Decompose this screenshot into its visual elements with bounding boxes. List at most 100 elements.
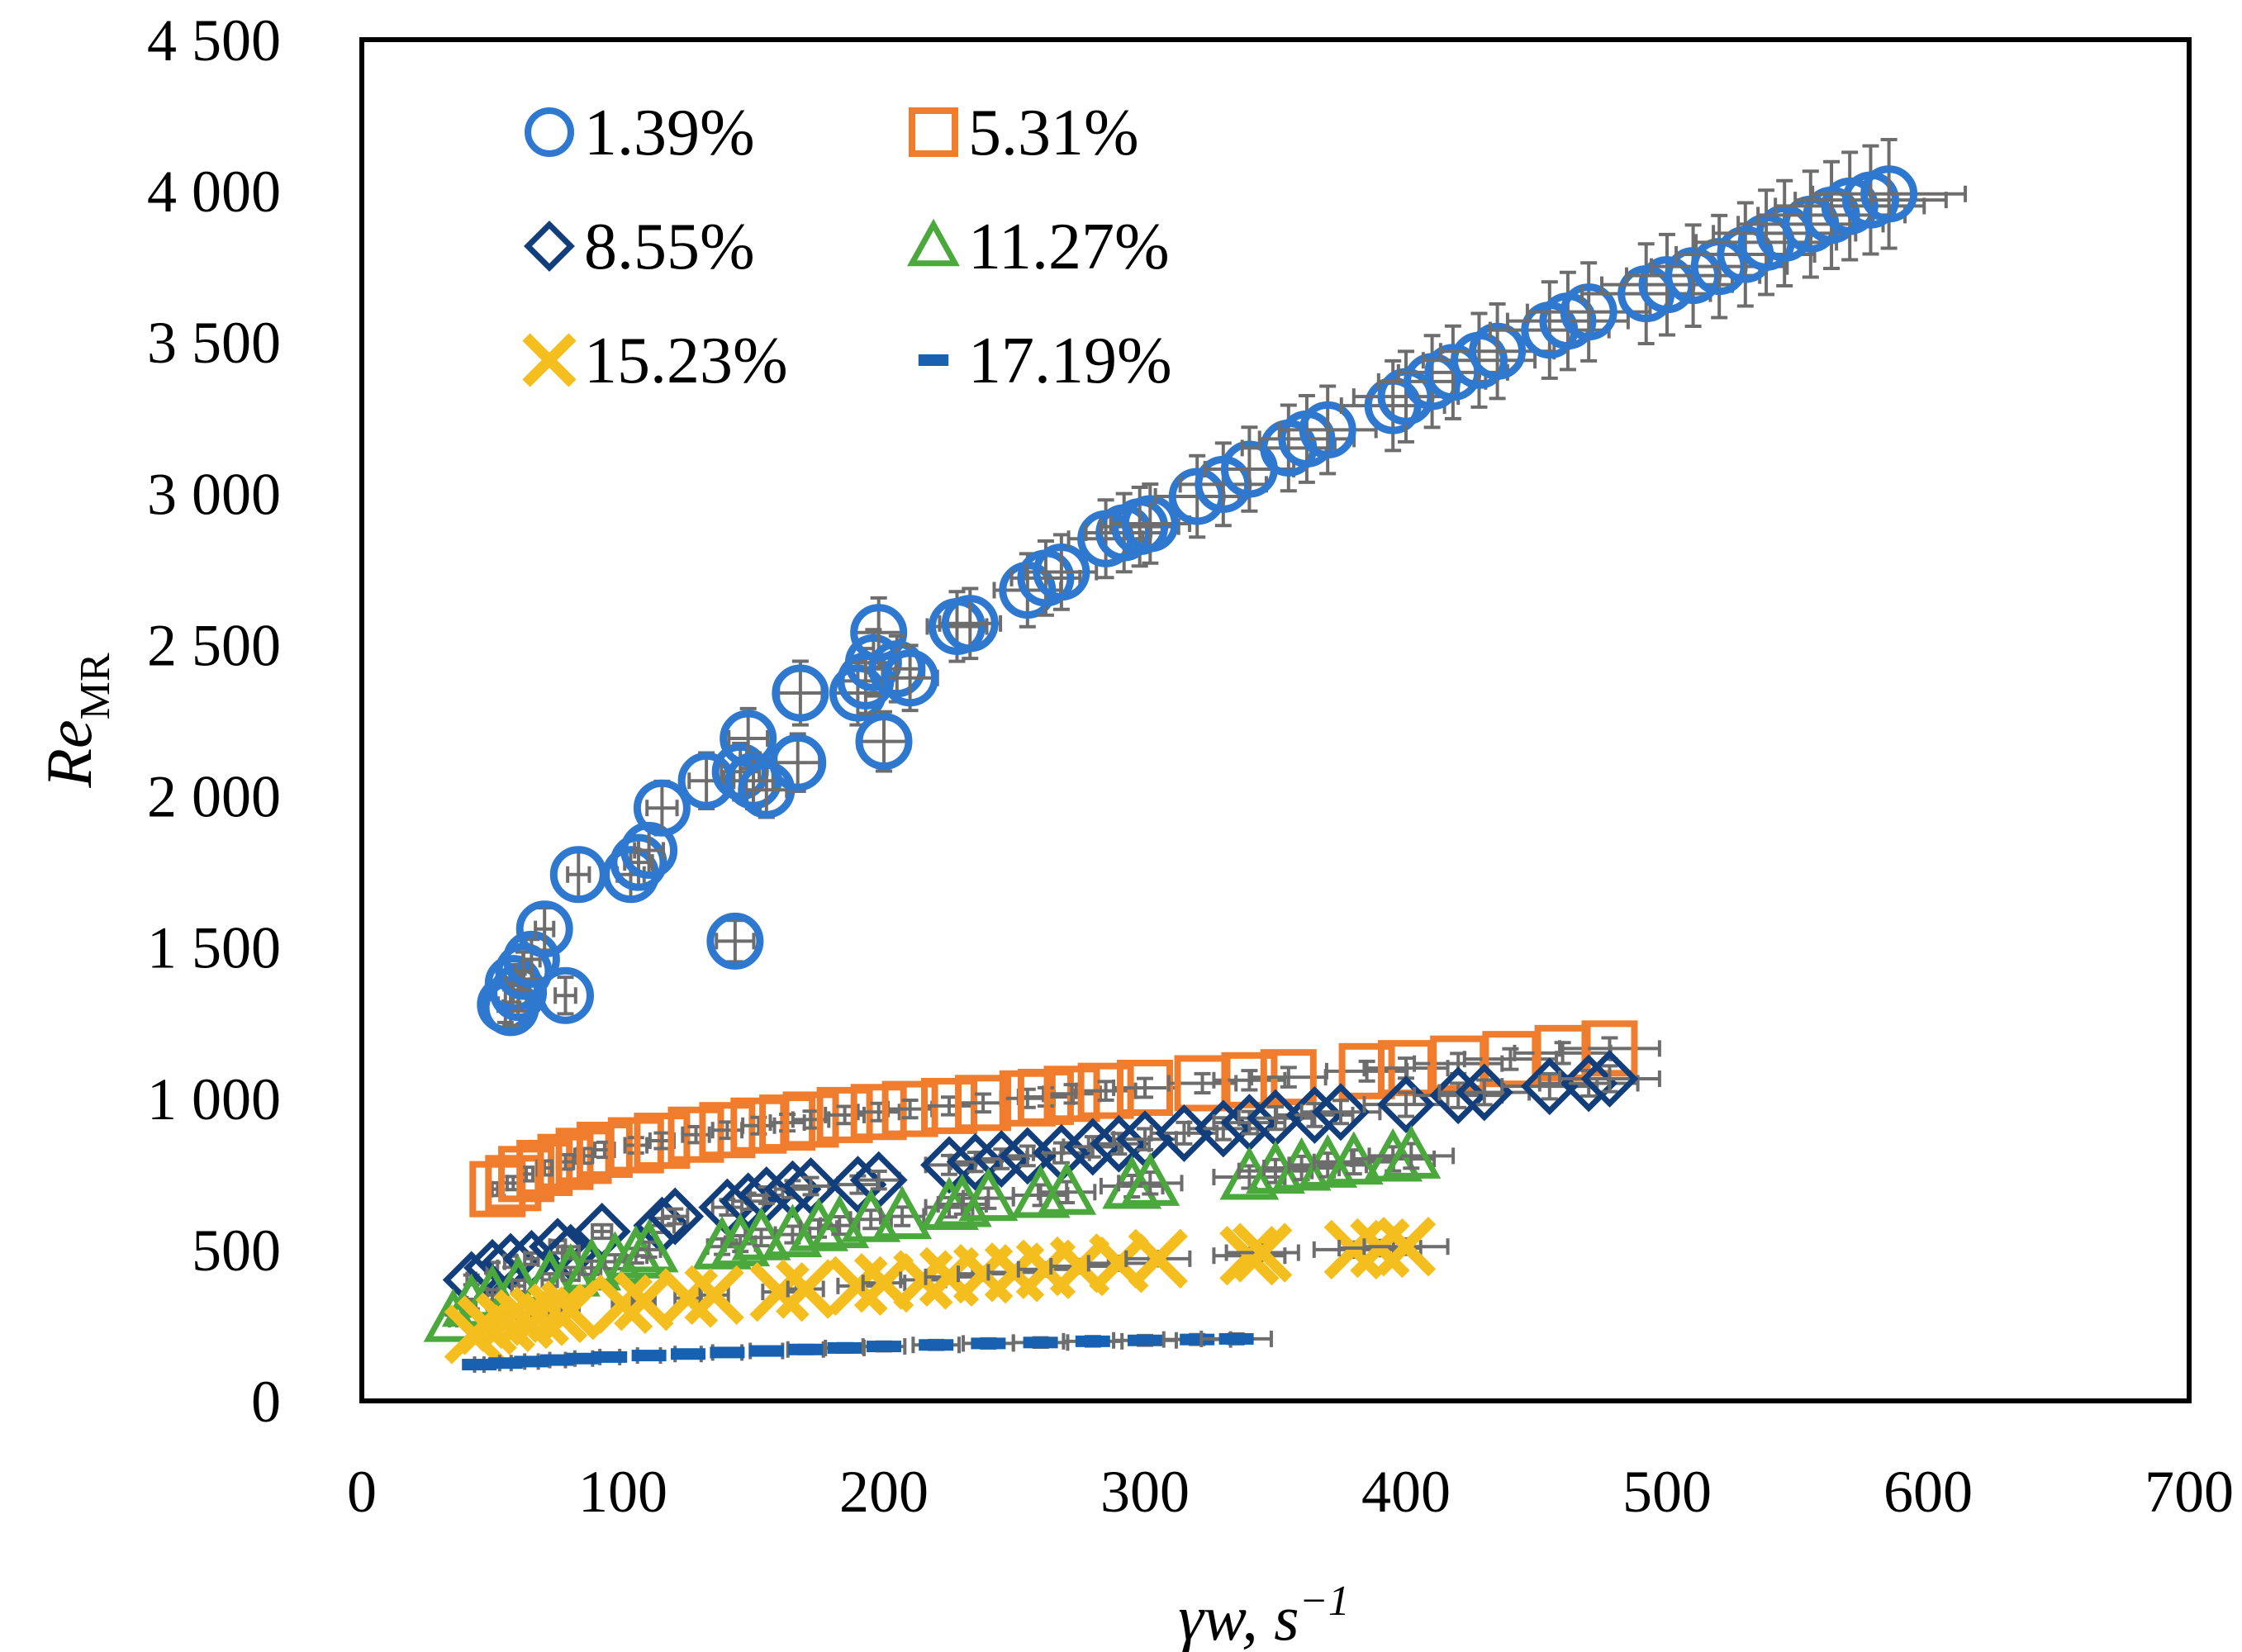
data-point <box>1233 1222 1293 1283</box>
data-point <box>1037 1161 1097 1215</box>
data-point <box>919 1339 954 1351</box>
legend-entry-15.23%: 15.23% <box>522 325 788 397</box>
y-axis-ticks: 0 500 1 000 1 500 2 000 2 500 3 000 3 500 4 000 4… <box>147 7 281 1435</box>
data-point <box>1077 1062 1134 1119</box>
data-point <box>972 1130 1031 1188</box>
data-points <box>423 138 1968 1374</box>
data-point <box>946 1132 1005 1191</box>
error-bar <box>1277 384 1378 476</box>
data-point <box>867 1341 901 1353</box>
x-tick-label-700: 700 <box>2145 1459 2234 1525</box>
x-tick-label-300: 300 <box>1100 1459 1190 1525</box>
error-bar <box>1558 1064 1661 1094</box>
data-point <box>1580 1050 1639 1108</box>
data-point <box>816 1086 873 1143</box>
legend: 1.39% 5.31% 8.55% 11.27% 15.23% 17.19% <box>522 97 1172 397</box>
data-point <box>1180 1333 1215 1346</box>
y-tick-label-1500: 1 500 <box>147 915 281 981</box>
data-point <box>850 1084 907 1141</box>
data-point <box>540 1354 575 1366</box>
data-point <box>920 1136 978 1194</box>
data-point <box>1285 1085 1344 1144</box>
legend-marker <box>524 221 575 272</box>
data-point <box>748 1345 784 1357</box>
data-point <box>614 1270 674 1332</box>
x-axis-ticks: 0 100 200 300 400 500 600 700 <box>347 1459 2234 1525</box>
x-tick-label-200: 200 <box>839 1459 929 1525</box>
data-point <box>881 649 939 707</box>
error-bar <box>824 1104 866 1126</box>
legend-entry-5.31%: 5.31% <box>909 97 1139 169</box>
y-tick-label-4000: 4 000 <box>147 159 281 225</box>
x-tick-label-500: 500 <box>1622 1459 1712 1525</box>
error-bar <box>1421 311 1537 409</box>
data-point <box>1063 1118 1122 1176</box>
data-point <box>1338 1042 1395 1099</box>
data-point <box>671 1348 705 1360</box>
legend-marker <box>907 218 960 267</box>
data-point <box>1375 1217 1437 1277</box>
data-point <box>941 595 999 653</box>
legend-label: 17.19% <box>968 325 1172 397</box>
y-tick-label-500: 500 <box>192 1218 281 1284</box>
data-point <box>631 1350 667 1362</box>
data-point <box>781 1157 840 1215</box>
data-point <box>1120 1152 1180 1206</box>
data-point <box>1090 1114 1148 1173</box>
y-tick-label-2500: 2 500 <box>147 612 281 678</box>
data-point <box>1218 1332 1254 1345</box>
data-point <box>776 1259 836 1319</box>
data-point <box>1033 544 1090 601</box>
data-point <box>829 1156 887 1214</box>
legend-marker <box>909 107 958 157</box>
data-point <box>868 640 926 698</box>
error-bar <box>1324 1059 1409 1083</box>
y-tick-label-0: 0 <box>251 1369 281 1435</box>
data-point <box>1429 1066 1488 1125</box>
legend-label: 1.39% <box>584 97 755 169</box>
data-point <box>872 1185 933 1240</box>
data-point <box>1860 165 1918 223</box>
error-bar <box>856 1169 901 1191</box>
legend-marker <box>525 107 574 157</box>
error-bar <box>591 1222 614 1241</box>
data-point <box>487 1357 523 1370</box>
series-11.27% <box>423 1125 1456 1342</box>
data-point <box>1128 1228 1188 1289</box>
data-point <box>720 710 777 767</box>
x-tick-label-0: 0 <box>347 1459 377 1525</box>
data-point <box>1121 495 1179 553</box>
plot-area-frame <box>359 37 2192 1403</box>
data-point <box>527 1283 588 1343</box>
data-point <box>1219 1226 1280 1286</box>
data-point <box>710 1346 745 1359</box>
y-tick-label-1000: 1 000 <box>147 1066 281 1132</box>
data-point <box>772 664 829 722</box>
data-point <box>684 1265 744 1326</box>
error-bar <box>1811 138 1968 250</box>
data-point <box>462 1359 497 1371</box>
series-15.23% <box>444 1217 1450 1365</box>
error-bar <box>572 1146 595 1165</box>
legend-label: 11.27% <box>968 211 1170 283</box>
data-point <box>706 912 764 970</box>
data-point <box>633 779 691 837</box>
legend-entry-11.27%: 11.27% <box>907 211 1170 283</box>
data-point <box>1312 1083 1370 1142</box>
data-point <box>1560 283 1617 341</box>
legend-label: 5.31% <box>968 97 1139 169</box>
y-tick-label-3500: 3 500 <box>147 310 281 376</box>
x-axis-title: γw, s−1 <box>1178 1578 1349 1652</box>
data-point <box>1023 1336 1058 1349</box>
data-point <box>855 713 913 771</box>
data-point <box>1043 1066 1100 1123</box>
series-1.39% <box>477 138 1968 1037</box>
data-point <box>646 1187 705 1246</box>
data-point <box>576 1122 633 1179</box>
legend-marker <box>918 354 949 366</box>
error-bar <box>1694 188 1839 297</box>
y-axis-title: ReMR <box>33 653 119 789</box>
data-point <box>710 1213 771 1267</box>
error-bar <box>1074 1080 1138 1102</box>
